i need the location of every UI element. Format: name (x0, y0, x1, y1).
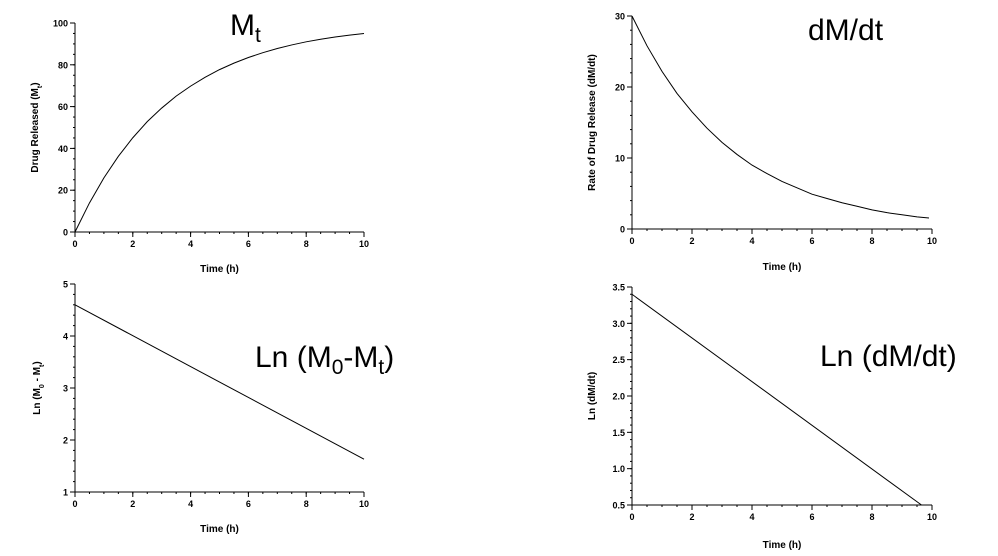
x-tick-label: 0 (629, 236, 634, 246)
x-axis-title: Time (h) (200, 524, 239, 535)
series-line-mt (74, 32, 365, 233)
x-axis-title: Time (h) (763, 262, 802, 273)
y-tick-label: 20 (615, 83, 625, 93)
x-tick-label: 4 (749, 512, 754, 522)
y-tick-label: 20 (58, 186, 68, 196)
x-tick-label: 6 (246, 499, 251, 509)
y-tick-label: 0.5 (612, 501, 625, 511)
y-tick-label: 60 (58, 102, 68, 112)
series-line-dmdt (631, 15, 930, 219)
y-tick-label: 3.0 (612, 319, 625, 329)
y-tick-label: 5 (63, 280, 68, 290)
x-tick-label: 6 (809, 236, 814, 246)
y-tick-label: 10 (615, 154, 625, 164)
x-tick-label: 8 (304, 239, 309, 249)
x-tick-label: 2 (689, 236, 694, 246)
x-tick-label: 2 (689, 512, 694, 522)
panel-title: Ln (dM/dt) (820, 340, 957, 373)
y-tick-label: 100 (53, 19, 68, 29)
x-tick-label: 10 (359, 239, 369, 249)
x-tick-label: 10 (927, 236, 937, 246)
panel-title: Mt (230, 9, 261, 47)
y-tick-label: 3 (63, 384, 68, 394)
panel-title: Ln (M0-Mt) (255, 341, 394, 379)
x-tick-label: 8 (869, 236, 874, 246)
series-line-ln-m (74, 304, 365, 460)
panel-title: dM/dt (808, 14, 884, 47)
x-tick-label: 0 (72, 239, 77, 249)
x-tick-label: 8 (304, 499, 309, 509)
x-tick-label: 10 (927, 512, 937, 522)
y-tick-label: 0 (63, 228, 68, 238)
x-tick-label: 0 (72, 499, 77, 509)
y-tick-label: 1 (63, 488, 68, 498)
y-tick-label: 3.5 (612, 283, 625, 293)
y-tick-label: 4 (63, 332, 68, 342)
chart-panel-mt: 0 20 40 60 80 100 0 2 4 6 8 10 Time (h) Drug Released… (30, 9, 369, 275)
x-axis-title: Time (h) (763, 540, 802, 551)
chart-panel-ln-dmdt: 0.5 1.0 1.5 2.0 2.5 3.0 3.5 0 2 4 6 8 10 Time (h) Ln (… (587, 283, 957, 552)
y-axis-title: Rate of Drug Release (dM/dt) (587, 54, 598, 191)
y-tick-label: 1.5 (612, 428, 625, 438)
y-tick-label: 0 (620, 225, 625, 235)
y-tick-label: 2.0 (612, 392, 625, 402)
x-tick-label: 0 (629, 512, 634, 522)
x-tick-label: 2 (130, 499, 135, 509)
y-axis-title: Drug Released (Mt) (30, 82, 44, 172)
y-axis-title: Ln (M0 - Mt) (32, 361, 46, 414)
y-axis-title: Ln (dM/dt) (587, 372, 598, 420)
y-tick-label: 2.5 (612, 355, 625, 365)
x-tick-label: 4 (749, 236, 754, 246)
chart-panel-dmdt: 0 10 20 30 0 2 4 6 8 10 Time (h) Rate of Drug Relea… (587, 12, 937, 274)
x-tick-label: 4 (188, 499, 193, 509)
x-tick-label: 10 (359, 499, 369, 509)
y-tick-label: 40 (58, 144, 68, 154)
y-tick-label: 30 (615, 12, 625, 22)
y-tick-label: 80 (58, 60, 68, 70)
x-tick-label: 6 (246, 239, 251, 249)
x-tick-label: 4 (188, 239, 193, 249)
x-tick-label: 6 (809, 512, 814, 522)
series-line-ln-dmdt (631, 293, 922, 506)
chart-panel-ln-m: 1 2 3 4 5 0 2 4 6 8 10 Time (h) Ln (M0 - Mt) Ln (M0-M… (32, 280, 394, 536)
x-tick-label: 8 (869, 512, 874, 522)
x-axis-title: Time (h) (200, 264, 239, 275)
y-tick-label: 1.0 (612, 464, 625, 474)
x-tick-label: 2 (130, 239, 135, 249)
y-tick-label: 2 (63, 436, 68, 446)
